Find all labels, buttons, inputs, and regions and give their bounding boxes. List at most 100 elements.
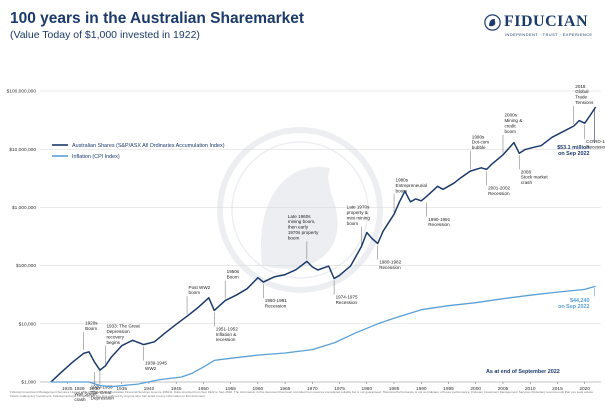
event-label-line: 2000s — [504, 113, 517, 118]
disclaimer-text: Fiducian Investment Management Services … — [10, 390, 594, 398]
x-tick-label: 1955 — [225, 386, 236, 392]
event-label: 1939-1945 WW2 — [145, 361, 167, 371]
y-tick-label: $1,000 — [21, 380, 36, 386]
end-value-line: $44,240 — [570, 298, 590, 304]
event-annotation: 2018 Global Trade Tensions — [573, 84, 594, 125]
event-label-line: 1980-1982 — [379, 259, 401, 264]
event-label: Late 1960s mining boom, then early 1970s pr… — [288, 214, 319, 241]
event-annotation: 1933: The Great Depression recovery begins — [105, 324, 141, 364]
event-label-line: boom — [504, 129, 516, 134]
event-label-line: Global — [575, 89, 588, 94]
x-tick-label: 1935 — [116, 386, 127, 392]
event-annotation: 1960-1961 Recession — [263, 284, 287, 309]
event-label-line: 1933: The Great — [106, 324, 140, 329]
event-label: 2018 Global Trade Tensions — [575, 84, 594, 105]
event-label-line: 1990s — [472, 134, 485, 139]
x-tick-label: 1980 — [361, 386, 372, 392]
event-label-line: Recession — [428, 222, 450, 227]
event-label: 1933: The Great Depression recovery begins — [106, 324, 140, 345]
event-label: 1990-1991 Recession — [428, 217, 450, 227]
event-label: 1929-1933 The Great Depression — [91, 385, 115, 401]
event-annotation: 1974-1975 Recession — [333, 280, 358, 305]
end-value-line: on Sep 2022 — [558, 151, 589, 157]
event-annotation: 1929-1933 The Great Depression — [91, 370, 115, 401]
event-annotation: 1920s Boom — [83, 320, 98, 350]
as-at-date: As at end of September 2022 — [486, 369, 560, 375]
event-label: 1960-1961 Recession — [265, 298, 287, 308]
x-tick-label: 1975 — [334, 386, 345, 392]
event-label-line: 1950s — [227, 269, 240, 274]
event-label: 2001-2002 Recession — [488, 185, 510, 195]
shares-series-line — [50, 106, 597, 383]
event-annotation: COVID-19Recession — [584, 125, 605, 150]
event-annotation: 2008 Stock market crash — [519, 155, 548, 185]
event-label: 1951-1952 Inflation & recession — [216, 326, 238, 342]
event-annotation: Late 1960s mining boom, then early 1970s pr… — [288, 214, 319, 260]
event-label: 1980s Entrepreneurial boom — [396, 178, 427, 194]
event-label-line: begins — [106, 340, 120, 345]
lion-emblem-icon — [484, 14, 501, 31]
event-annotation: 1980-1982 Recession — [377, 245, 402, 270]
x-tick-label: 1925 — [62, 386, 73, 392]
end-value-label: $44,240 on Sep 2022 — [558, 298, 589, 310]
event-label-line: bubble — [472, 145, 486, 150]
x-tick-label: 1985 — [389, 386, 400, 392]
event-label-line: boom — [347, 221, 359, 226]
event-label: 1950s Boom — [227, 269, 240, 279]
page-title: 100 years in the Australian Sharemarket — [10, 10, 305, 27]
event-label-line: Late 1970s — [347, 205, 370, 210]
brand-name: FIDUCIAN — [504, 13, 588, 30]
x-tick-label: 2000 — [470, 386, 481, 392]
event-label-line: 2008 — [521, 169, 532, 174]
event-annotation: 1990s Dot-com bubble — [470, 134, 490, 170]
event-label-line: COVID-19 — [586, 139, 605, 144]
inflation-series-line — [50, 285, 596, 388]
event-annotation: 1980s Entrepreneurial boom — [393, 178, 427, 213]
event-label-line: Recession — [336, 300, 358, 305]
event-label-line: 1970s property — [288, 230, 319, 235]
event-label-line: mini mining — [347, 215, 371, 220]
x-tick-label: 1965 — [280, 386, 291, 392]
event-label-line: WW2 — [145, 366, 157, 371]
event-label-line: 2001-2002 — [488, 185, 510, 190]
y-tick-label: $10,000,000 — [9, 147, 36, 153]
event-annotation: Late 1970s property & mini mining boom — [347, 205, 371, 245]
event-label-line: then early — [288, 225, 309, 230]
event-label: 1980-1982 Recession — [379, 259, 401, 269]
x-tick-label: 1995 — [443, 386, 454, 392]
event-label-line: Trade — [575, 95, 587, 100]
brand-tagline: INDEPENDENT · TRUST · EXPERIENCE — [505, 32, 593, 37]
event-label-line: 1929-1933 — [91, 385, 113, 390]
end-value-line: on Sep 2022 — [558, 304, 589, 310]
x-tick-label: 1930 — [89, 386, 100, 392]
event-annotation: 2000s Mining & credit boom — [502, 113, 522, 153]
y-tick-label: $100,000,000 — [7, 89, 37, 95]
event-label: 1920s Boom — [85, 320, 98, 330]
x-tick-label: 1970 — [307, 386, 318, 392]
y-tick-label: $10,000 — [19, 321, 37, 327]
event-annotation: 2001-2002 Recession — [486, 171, 511, 196]
event-label-line: 1980s — [396, 178, 409, 183]
event-label-line: Boom — [85, 326, 97, 331]
event-annotation: 1950s Boom — [224, 269, 240, 299]
event-annotation: 1951-1952 Inflation & recession — [214, 312, 238, 342]
event-label-line: 1960-1961 — [265, 298, 287, 303]
event-label-line: Recession — [265, 304, 287, 309]
x-tick-label: 2020 — [579, 386, 590, 392]
event-label-line: Mining & — [504, 118, 522, 123]
lion-watermark-icon — [217, 127, 383, 293]
event-label-line: Dot-com — [472, 140, 490, 145]
event-annotation: 1990-1991 Recession — [426, 202, 451, 227]
event-label-line: Recession — [586, 145, 605, 150]
event-label: 2000s Mining & credit boom — [504, 113, 522, 134]
end-value-label: $53.1 million on Sep 2022 — [557, 145, 589, 157]
x-tick-label: 2010 — [525, 386, 536, 392]
y-tick-label: $1,000,000 — [12, 205, 36, 211]
event-annotation: Post WW2 boom — [186, 285, 211, 315]
event-label-line: Inflation & — [216, 332, 236, 337]
x-tick-label: 2015 — [552, 386, 563, 392]
legend-entry: Inflation (CPI Index) — [72, 154, 120, 160]
event-label: Late 1970s property & mini mining boom — [347, 205, 371, 226]
x-tick-label: 2005 — [498, 386, 509, 392]
